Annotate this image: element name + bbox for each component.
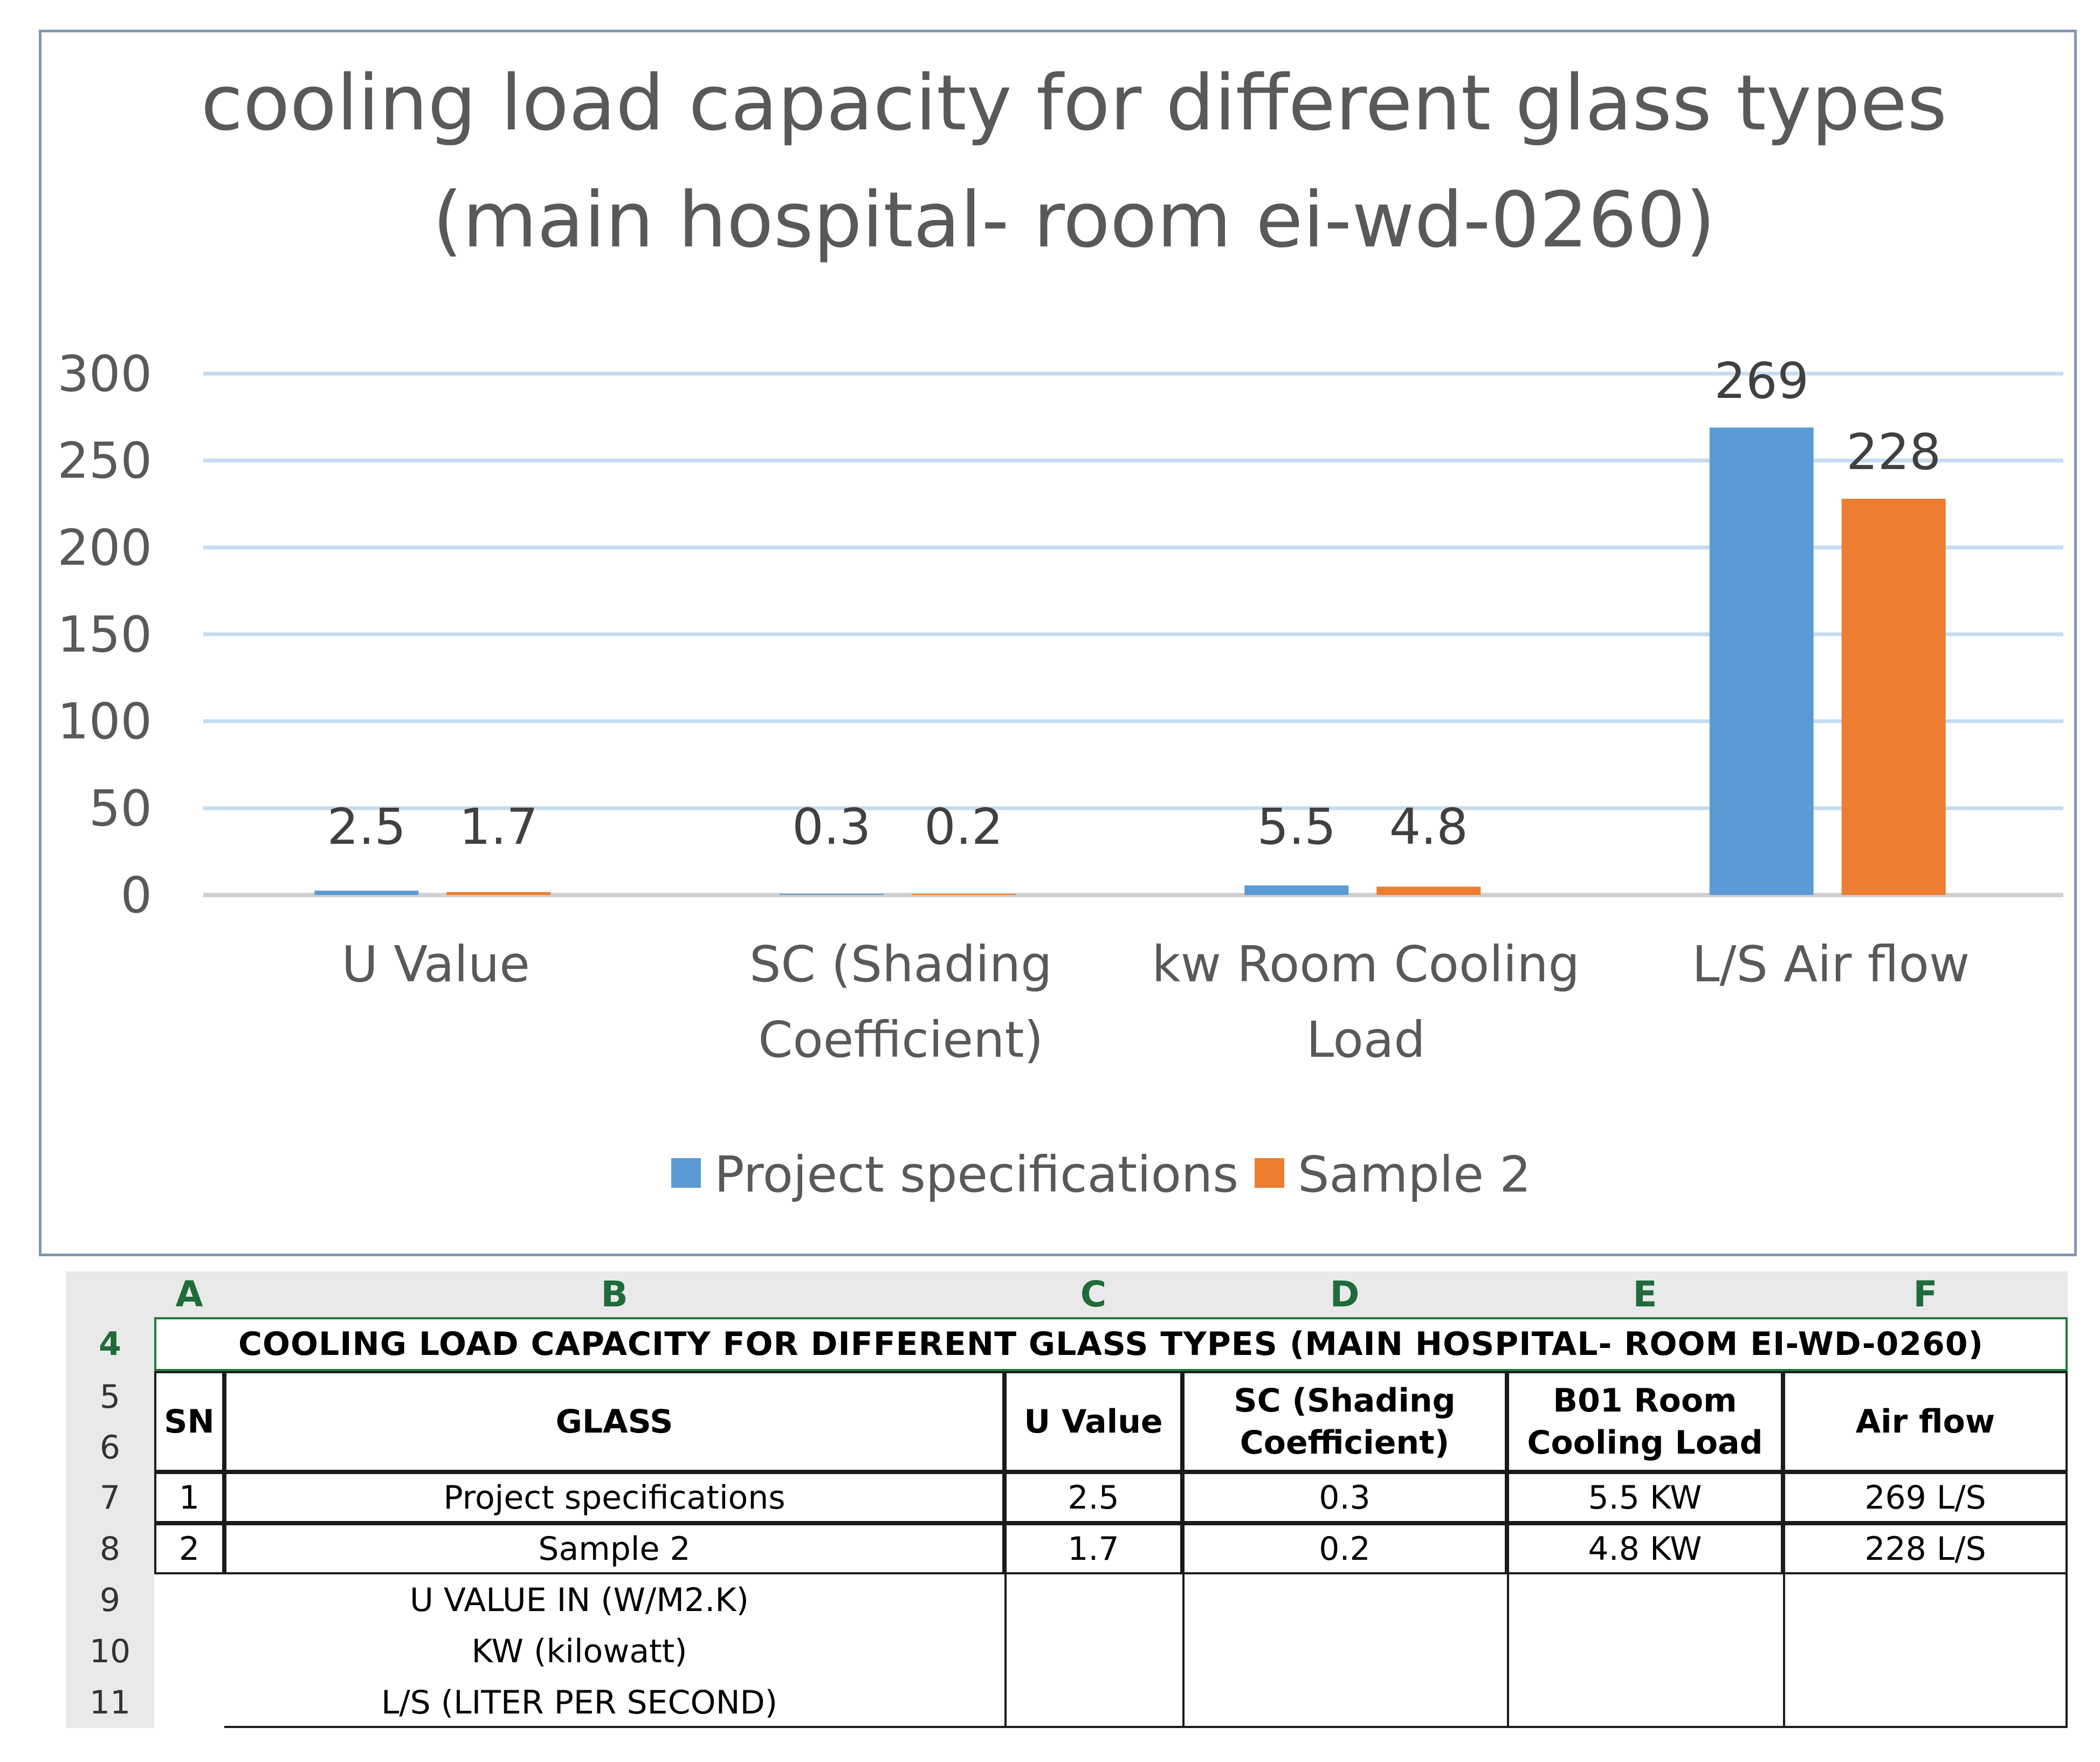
x-tick-label: SC (Shading <box>749 935 1052 993</box>
x-tick-label: kw Room Cooling <box>1152 935 1580 993</box>
column-header-a[interactable]: A <box>154 1271 224 1317</box>
bar <box>1841 499 1946 895</box>
data-label: 4.8 <box>1389 798 1468 856</box>
x-tick-label: L/S Air flow <box>1692 935 1970 993</box>
note-kw[interactable]: KW (kilowatt) <box>471 1632 687 1670</box>
chart-container: cooling load capacity for different glas… <box>39 30 2077 1256</box>
row-number-9[interactable]: 9 <box>66 1574 154 1626</box>
legend-label: Sample 2 <box>1298 1146 1531 1203</box>
note-ls[interactable]: L/S (LITER PER SECOND) <box>381 1683 778 1722</box>
data-label: 2.5 <box>327 798 406 856</box>
bar <box>1244 885 1349 895</box>
column-header-c[interactable]: C <box>1004 1271 1182 1317</box>
table-cell[interactable]: Sample 2 <box>224 1523 1004 1574</box>
table-cell[interactable]: 0.3 <box>1182 1472 1507 1523</box>
x-tick-label: Load <box>1306 1011 1426 1069</box>
x-tick-label: Coefficient) <box>758 1011 1043 1069</box>
table-cell[interactable]: 4.8 KW <box>1507 1523 1783 1574</box>
table-cell[interactable]: 228 L/S <box>1783 1523 2068 1574</box>
y-tick-label: 0 <box>120 866 152 924</box>
data-label: 0.2 <box>924 798 1003 856</box>
bar <box>1376 886 1481 895</box>
legend-swatch <box>1255 1158 1284 1188</box>
row-number-11[interactable]: 11 <box>66 1677 154 1728</box>
legend-label: Project specifications <box>714 1146 1238 1203</box>
row-number-6[interactable]: 6 <box>66 1423 154 1472</box>
table-cell[interactable]: 1 <box>154 1472 224 1523</box>
table-cell[interactable]: Project specifications <box>224 1472 1004 1523</box>
row-number-4[interactable]: 4 <box>66 1317 154 1371</box>
table-cell[interactable]: 1.7 <box>1004 1523 1182 1574</box>
column-header-f[interactable]: F <box>1783 1271 2068 1317</box>
grid-line <box>1004 1574 1007 1728</box>
data-label: 0.3 <box>792 798 871 856</box>
bar <box>1709 427 1814 895</box>
header-sc[interactable]: SC (Shading Coefficient) <box>1182 1371 1507 1472</box>
header-air-flow[interactable]: Air flow <box>1783 1371 2068 1472</box>
y-tick-label: 50 <box>89 780 152 837</box>
chart-title-line: (main hospital- room ei-wd-0260) <box>432 176 1715 265</box>
bar <box>446 892 551 895</box>
bar <box>911 894 1016 895</box>
y-tick-label: 100 <box>57 693 152 751</box>
data-label: 1.7 <box>459 798 538 856</box>
row-number-5[interactable]: 5 <box>66 1371 154 1423</box>
note-u-value[interactable]: U VALUE IN (W/M2.K) <box>410 1581 749 1619</box>
legend-swatch <box>671 1158 701 1188</box>
row-number-8[interactable]: 8 <box>66 1523 154 1574</box>
column-header-b[interactable]: B <box>224 1271 1004 1317</box>
bar-chart: cooling load capacity for different glas… <box>57 59 2063 1203</box>
table-cell[interactable]: 2 <box>154 1523 224 1574</box>
y-tick-label: 300 <box>57 345 152 403</box>
y-tick-label: 200 <box>57 519 152 576</box>
data-label: 228 <box>1846 423 1941 481</box>
x-tick-label: U Value <box>342 935 530 993</box>
table-title-cell[interactable]: COOLING LOAD CAPACITY FOR DIFFERENT GLAS… <box>154 1317 2068 1371</box>
header-sn[interactable]: SN <box>154 1371 224 1472</box>
table-cell[interactable]: 0.2 <box>1182 1523 1507 1574</box>
grid-line <box>1182 1574 1185 1728</box>
data-label: 269 <box>1714 352 1809 410</box>
header-u-value[interactable]: U Value <box>1004 1371 1182 1472</box>
bar <box>779 894 884 895</box>
data-label: 5.5 <box>1257 798 1336 856</box>
row-number-10[interactable]: 10 <box>66 1626 154 1677</box>
column-header-d[interactable]: D <box>1182 1271 1507 1317</box>
notes-region <box>224 1574 2068 1728</box>
y-tick-label: 250 <box>57 432 152 490</box>
table-cell[interactable]: 5.5 KW <box>1507 1472 1783 1523</box>
column-header-e[interactable]: E <box>1507 1271 1783 1317</box>
table-cell[interactable]: 2.5 <box>1004 1472 1182 1523</box>
header-cooling-load[interactable]: B01 Room Cooling Load <box>1507 1371 1783 1472</box>
header-glass[interactable]: GLASS <box>224 1371 1004 1472</box>
row-number-7[interactable]: 7 <box>66 1472 154 1523</box>
chart-title-line: cooling load capacity for different glas… <box>201 59 1947 148</box>
y-tick-label: 150 <box>57 606 152 664</box>
table-cell[interactable]: 269 L/S <box>1783 1472 2068 1523</box>
grid-line <box>1783 1574 1785 1728</box>
bar <box>314 890 419 895</box>
grid-line <box>1507 1574 1509 1728</box>
corner-cell[interactable] <box>66 1271 154 1317</box>
grid-line <box>2065 1574 2068 1728</box>
